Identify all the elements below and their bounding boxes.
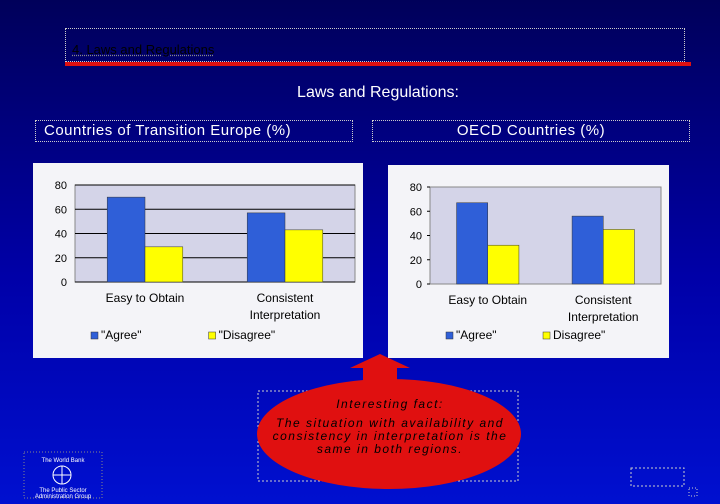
legend-label: "Agree" bbox=[456, 328, 497, 342]
legend-label: Disagree" bbox=[553, 328, 606, 342]
nav-box bbox=[630, 467, 685, 487]
y-tick-label: 0 bbox=[416, 279, 422, 291]
legend-label: "Agree" bbox=[101, 328, 142, 342]
bar bbox=[246, 212, 286, 283]
bar bbox=[106, 196, 146, 283]
header-title: 4. Laws and Regulations bbox=[72, 42, 215, 57]
y-tick-label: 60 bbox=[55, 204, 67, 216]
chart: 0 20 40 60 80 bbox=[55, 180, 356, 340]
arrow bbox=[350, 354, 410, 385]
panel-title: OECD Countries (%) bbox=[372, 120, 690, 142]
logo-top: The World Bank bbox=[41, 458, 85, 464]
chart-panel: 0 20 40 60 80 Easy to Obtain Consistent Interp… bbox=[388, 165, 669, 358]
x-tick-label: Consistent Interpretation bbox=[249, 291, 321, 322]
callout-body: The situation with availability and cons… bbox=[272, 416, 508, 456]
bar bbox=[487, 244, 520, 285]
logo-bottom: The Public Sector Administration Group bbox=[34, 488, 92, 500]
legend-label: "Disagree" bbox=[218, 328, 276, 342]
legend-swatch bbox=[208, 331, 216, 340]
chart-panel: 0 20 40 60 80 Easy to Obtain Consistent Interp… bbox=[33, 163, 363, 358]
x-tick-label: Easy to Obtain bbox=[105, 291, 185, 305]
header-rule bbox=[65, 62, 691, 66]
bar bbox=[603, 229, 635, 285]
bar bbox=[571, 215, 604, 285]
slide-title: Laws and Regulations: bbox=[297, 84, 459, 101]
bar bbox=[456, 202, 489, 285]
callout-heading: Interesting fact: bbox=[336, 397, 444, 411]
y-tick-label: 60 bbox=[410, 206, 422, 218]
y-tick-label: 80 bbox=[55, 180, 67, 192]
header-box bbox=[65, 28, 685, 62]
callout-ellipse bbox=[257, 379, 521, 489]
nav-box bbox=[688, 487, 698, 497]
y-tick-label: 20 bbox=[410, 255, 422, 267]
legend-swatch bbox=[542, 331, 551, 340]
y-tick-label: 40 bbox=[410, 231, 422, 243]
logo-box bbox=[23, 451, 103, 499]
x-tick-label: Consistent Interpretation bbox=[567, 293, 639, 324]
y-tick-label: 40 bbox=[55, 229, 67, 241]
y-tick-label: 0 bbox=[61, 277, 67, 289]
chart: 0 20 40 60 80 bbox=[410, 182, 662, 340]
panel-title: Countries of Transition Europe (%) bbox=[35, 120, 353, 142]
legend-swatch bbox=[445, 331, 454, 340]
bar bbox=[284, 229, 324, 283]
y-tick-label: 20 bbox=[55, 253, 67, 265]
x-tick-label: Easy to Obtain bbox=[448, 293, 528, 307]
y-tick-label: 80 bbox=[410, 182, 422, 194]
bar bbox=[144, 246, 184, 283]
callout-text: Interesting fact: The situation with ava… bbox=[270, 398, 510, 456]
legend-swatch bbox=[90, 331, 99, 340]
